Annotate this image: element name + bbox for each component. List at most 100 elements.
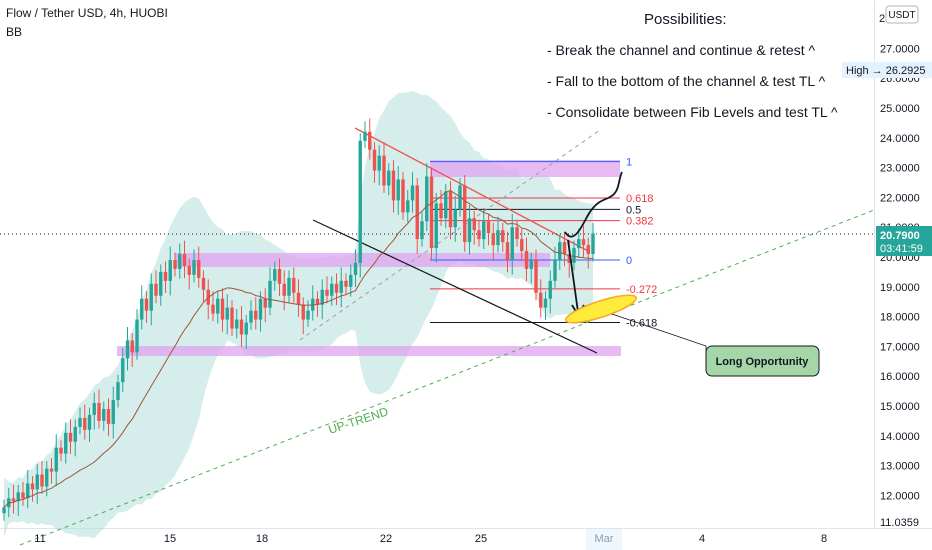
candle-body bbox=[467, 218, 472, 243]
candle-body bbox=[534, 259, 538, 293]
candle-body bbox=[45, 468, 49, 487]
candle-body bbox=[482, 221, 486, 240]
candle-body bbox=[349, 274, 353, 287]
high-marker-label: High → 26.2925 bbox=[846, 65, 926, 77]
candle-body bbox=[543, 298, 548, 308]
candle-body bbox=[448, 191, 453, 228]
candle-body bbox=[429, 176, 434, 249]
candle-body bbox=[572, 248, 576, 263]
lower-support-zone bbox=[117, 346, 621, 356]
uptrend-label: UP-TREND bbox=[327, 404, 391, 437]
candle-body bbox=[520, 239, 524, 252]
candle-body bbox=[192, 259, 196, 275]
price-tick-label: 17.0000 bbox=[880, 341, 920, 353]
currency-badge bbox=[885, 5, 919, 24]
candle-body bbox=[458, 185, 462, 210]
annotation-item-1: - Break the channel and continue & retes… bbox=[547, 42, 816, 58]
candle-body bbox=[344, 280, 348, 287]
candle-body bbox=[372, 149, 377, 171]
candle-body bbox=[268, 280, 272, 308]
price-tag-countdown: 03:41:59 bbox=[880, 243, 923, 255]
candle-body bbox=[287, 277, 291, 296]
price-tick-label: 12.0000 bbox=[880, 490, 920, 502]
candle-body bbox=[382, 155, 386, 186]
candle-body bbox=[92, 403, 96, 415]
descending-resistance-line bbox=[354, 127, 591, 253]
time-tick-label: 25 bbox=[475, 533, 487, 545]
currency-label: USDT bbox=[888, 10, 915, 21]
candle-body bbox=[11, 498, 16, 502]
price-tag-bg bbox=[876, 226, 932, 256]
callout-label: Long Opportunity bbox=[716, 356, 810, 368]
candle-body bbox=[524, 251, 529, 269]
time-tick-label: 18 bbox=[256, 533, 268, 545]
candle-body bbox=[97, 403, 101, 421]
candle-body bbox=[16, 492, 20, 502]
indicator-label[interactable]: BB bbox=[6, 25, 23, 39]
time-tick-label: 8 bbox=[821, 533, 827, 545]
candle-body bbox=[49, 468, 54, 472]
fib-level-label: 1 bbox=[626, 157, 632, 169]
uptrend-line bbox=[19, 209, 875, 546]
bollinger-basis-line bbox=[3, 189, 594, 508]
candle-body bbox=[201, 277, 206, 290]
target-ellipse bbox=[564, 294, 638, 324]
candle-body bbox=[106, 408, 111, 424]
candle-body bbox=[410, 185, 415, 201]
candle-body bbox=[434, 203, 438, 249]
candle-body bbox=[491, 233, 495, 246]
annotation-title: Possibilities: bbox=[644, 11, 727, 28]
candle-body bbox=[263, 298, 267, 308]
candle-body bbox=[54, 447, 58, 472]
price-tag-value: 20.7900 bbox=[880, 230, 920, 242]
candle-body bbox=[68, 432, 73, 442]
candle-body bbox=[444, 191, 448, 219]
candle-body bbox=[320, 289, 324, 305]
projection-down-path bbox=[567, 239, 579, 313]
candle-body bbox=[35, 474, 39, 490]
fib-level-label: -0.272 bbox=[626, 284, 657, 296]
candle-body bbox=[235, 319, 239, 329]
candle-body bbox=[330, 283, 334, 296]
price-tick-top: 2 bbox=[879, 13, 885, 25]
candle-body bbox=[211, 304, 215, 314]
candle-body bbox=[144, 298, 149, 311]
candle-body bbox=[225, 307, 229, 320]
candle-body bbox=[415, 185, 419, 240]
time-tick-label: 11 bbox=[34, 533, 45, 545]
annotation-item-2: - Fall to the bottom of the channel & te… bbox=[547, 73, 826, 89]
price-tick-label: 19.0000 bbox=[880, 282, 920, 294]
candle-body bbox=[59, 447, 63, 454]
price-tick-label: 15.0000 bbox=[880, 401, 920, 413]
price-tick-label: 24.0000 bbox=[880, 133, 920, 145]
candle-body bbox=[230, 307, 234, 329]
high-marker-bg bbox=[842, 62, 932, 78]
candle-body bbox=[315, 298, 320, 305]
candle-body bbox=[121, 358, 125, 383]
candle-body bbox=[425, 176, 429, 222]
candle-body bbox=[83, 417, 87, 430]
candle-body bbox=[325, 289, 329, 296]
candle-body bbox=[377, 155, 381, 171]
candle-body bbox=[515, 227, 519, 240]
candle-body bbox=[453, 209, 457, 228]
candle-body bbox=[548, 280, 552, 299]
candle-body bbox=[220, 298, 225, 320]
candle-body bbox=[178, 254, 182, 269]
candle-body bbox=[292, 277, 296, 293]
candle-body bbox=[339, 280, 343, 293]
candle-body bbox=[391, 170, 396, 201]
price-tick-label: 18.0000 bbox=[880, 312, 920, 324]
candle-body bbox=[254, 310, 258, 320]
candle-body bbox=[553, 259, 557, 281]
candle-body bbox=[277, 268, 282, 284]
candle-body bbox=[496, 230, 500, 246]
candle-body bbox=[477, 230, 481, 240]
candle-body bbox=[510, 227, 514, 260]
candle-body bbox=[387, 170, 391, 186]
candle-body bbox=[273, 268, 277, 281]
candle-body bbox=[140, 298, 144, 320]
candle-body bbox=[187, 265, 191, 275]
